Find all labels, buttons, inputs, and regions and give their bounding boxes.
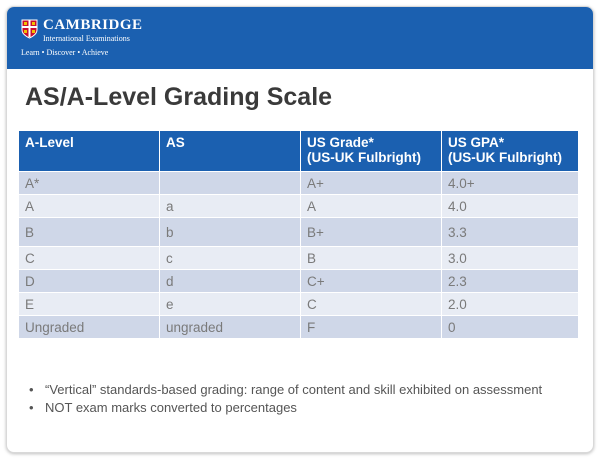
grading-table: A-Level AS US Grade* (US-UK Fulbright) US… bbox=[19, 131, 579, 338]
brand-name: CAMBRIDGE bbox=[43, 17, 143, 33]
table-row: Ungraded ungraded F 0 bbox=[19, 315, 579, 338]
table-row: D d C+ 2.3 bbox=[19, 269, 579, 293]
page-title: AS/A-Level Grading Scale bbox=[25, 83, 333, 111]
table-cell: C bbox=[300, 292, 442, 316]
table-cell: a bbox=[159, 194, 301, 218]
table-row: E e C 2.0 bbox=[19, 292, 579, 316]
bullet-icon: • bbox=[29, 382, 34, 397]
table-cell: D bbox=[19, 269, 160, 293]
table-row: C c B 3.0 bbox=[19, 246, 579, 270]
column-header: A-Level bbox=[19, 131, 160, 172]
column-header: US Grade* (US-UK Fulbright) bbox=[300, 131, 442, 172]
table-cell: C+ bbox=[300, 269, 442, 293]
table-row: B b B+ 3.3 bbox=[19, 217, 579, 247]
bullet-icon: • bbox=[29, 400, 34, 415]
table-cell: 2.3 bbox=[441, 269, 579, 293]
table-cell: 4.0 bbox=[441, 194, 579, 218]
table-cell: C bbox=[19, 246, 160, 270]
table-cell: 0 bbox=[441, 315, 579, 338]
table-cell: Ungraded bbox=[19, 315, 160, 338]
table-row: A a A 4.0 bbox=[19, 194, 579, 218]
table-cell: B bbox=[19, 217, 160, 247]
column-header: US GPA* (US-UK Fulbright) bbox=[441, 131, 579, 172]
header-banner: CAMBRIDGE International Examinations Lea… bbox=[7, 7, 593, 69]
brand-tagline: Learn • Discover • Achieve bbox=[21, 48, 109, 57]
slide: CAMBRIDGE International Examinations Lea… bbox=[6, 6, 594, 453]
bullet-item: • “Vertical” standards-based grading: ran… bbox=[29, 382, 543, 397]
table-cell: B bbox=[300, 246, 442, 270]
table-cell: A bbox=[300, 194, 442, 218]
table-cell: A* bbox=[19, 171, 160, 195]
table-cell: e bbox=[159, 292, 301, 316]
cambridge-logo: CAMBRIDGE International Examinations Lea… bbox=[21, 17, 241, 63]
table-cell: B+ bbox=[300, 217, 442, 247]
table-cell: 3.3 bbox=[441, 217, 579, 247]
table-cell: E bbox=[19, 292, 160, 316]
bullet-list: • “Vertical” standards-based grading: ran… bbox=[27, 382, 567, 418]
table-row: A* A+ 4.0+ bbox=[19, 171, 579, 195]
table-cell: F bbox=[300, 315, 442, 338]
table-cell: 3.0 bbox=[441, 246, 579, 270]
table-cell: A bbox=[19, 194, 160, 218]
bullet-item: • NOT exam marks converted to percentages bbox=[29, 400, 297, 415]
crest-icon bbox=[21, 19, 38, 39]
table-cell: ungraded bbox=[159, 315, 301, 338]
table-cell bbox=[159, 171, 301, 195]
table-cell: c bbox=[159, 246, 301, 270]
table-cell: 2.0 bbox=[441, 292, 579, 316]
table-header-row: A-Level AS US Grade* (US-UK Fulbright) US… bbox=[19, 131, 579, 172]
table-cell: d bbox=[159, 269, 301, 293]
column-header: AS bbox=[159, 131, 301, 172]
table-cell: A+ bbox=[300, 171, 442, 195]
brand-subtitle: International Examinations bbox=[43, 34, 130, 43]
table-cell: 4.0+ bbox=[441, 171, 579, 195]
table-cell: b bbox=[159, 217, 301, 247]
